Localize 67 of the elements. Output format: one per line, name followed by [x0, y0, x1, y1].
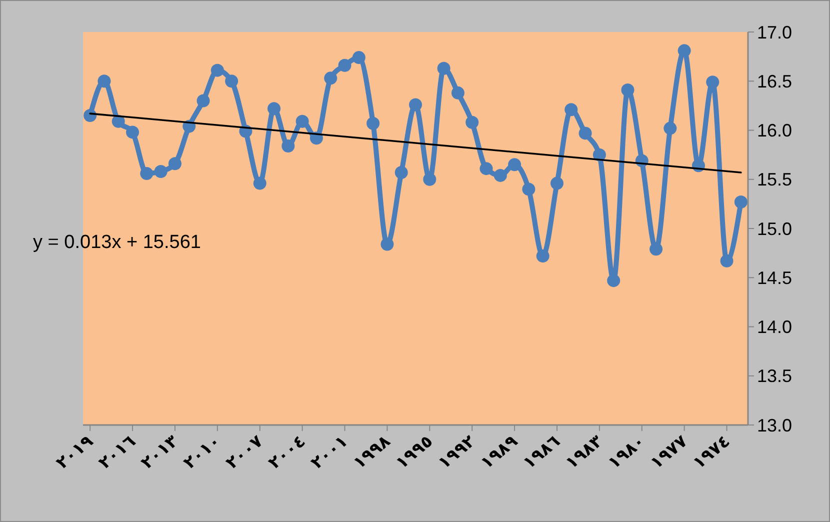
x-tick-label: ٢٠٠١ [307, 432, 352, 473]
point [324, 72, 338, 85]
x-tick-label: ٢٠١٣ [138, 431, 182, 473]
x-tick-label: ١٩٨٠ [604, 432, 648, 473]
y-tick-label: 15.0 [757, 218, 792, 239]
point [154, 165, 168, 178]
x-tick-label: ٢٠٠٤ [264, 432, 309, 473]
x-tick-label: ١٩٩٨ [350, 431, 394, 473]
point [366, 116, 380, 130]
point [126, 126, 140, 139]
y-tick-label: 14.5 [757, 268, 792, 288]
point [253, 176, 266, 190]
point [225, 74, 238, 88]
x-tick-label: ١٩٩٢ [434, 431, 480, 473]
point [196, 94, 210, 108]
point [734, 195, 748, 208]
point [494, 168, 507, 182]
x-tick-label: ٢٠١٩ [52, 431, 98, 473]
x-tick-label: ١٩٩٥ [392, 432, 436, 473]
point [84, 109, 97, 122]
point [394, 166, 408, 179]
point [168, 157, 182, 170]
y-tick-label: 17.0 [757, 22, 792, 42]
point [98, 74, 111, 88]
y-tick-label: 13.0 [757, 415, 792, 436]
point [268, 102, 281, 116]
x-tick-label: ٢٠١٦ [95, 432, 140, 473]
annotation: y = 0.013x + 15.561 [33, 232, 201, 253]
point [578, 126, 592, 140]
x-tick-label: ١٩٨٣ [562, 431, 606, 473]
point [550, 176, 564, 190]
x-tick-label: ١٩٧٧ [646, 431, 692, 473]
y-tick-label: 15.5 [757, 170, 792, 190]
point [210, 64, 224, 77]
point [720, 254, 734, 268]
y-tick-label: 13.5 [757, 366, 792, 386]
point [352, 51, 366, 64]
point [282, 139, 295, 152]
point [296, 114, 309, 128]
point [522, 182, 536, 196]
point [607, 274, 620, 288]
point [480, 162, 493, 176]
point [466, 116, 479, 129]
x-tick-label: ٢٠١٠ [180, 432, 224, 473]
point [112, 114, 125, 128]
y-tick-label: 14.0 [757, 317, 792, 338]
x-tick-label: ١٩٨٩ [477, 431, 522, 473]
point [536, 250, 550, 263]
point [706, 76, 720, 89]
y-tick-label: 16.5 [757, 71, 792, 92]
point [678, 44, 691, 58]
x-tick-label: ١٩٧٤ [689, 432, 734, 473]
point [451, 86, 464, 100]
point [423, 172, 436, 186]
point [564, 103, 578, 116]
point [338, 58, 352, 72]
point [409, 98, 422, 112]
point [650, 242, 663, 256]
point [140, 166, 154, 180]
point [380, 238, 394, 251]
point [621, 83, 634, 96]
y-tick-label: 16.0 [757, 120, 792, 141]
point [664, 122, 677, 135]
point [437, 62, 450, 75]
x-tick-label: ١٩٨٦ [520, 432, 564, 473]
x-tick-label: ٢٠٠٧ [222, 431, 267, 473]
point [508, 158, 522, 172]
